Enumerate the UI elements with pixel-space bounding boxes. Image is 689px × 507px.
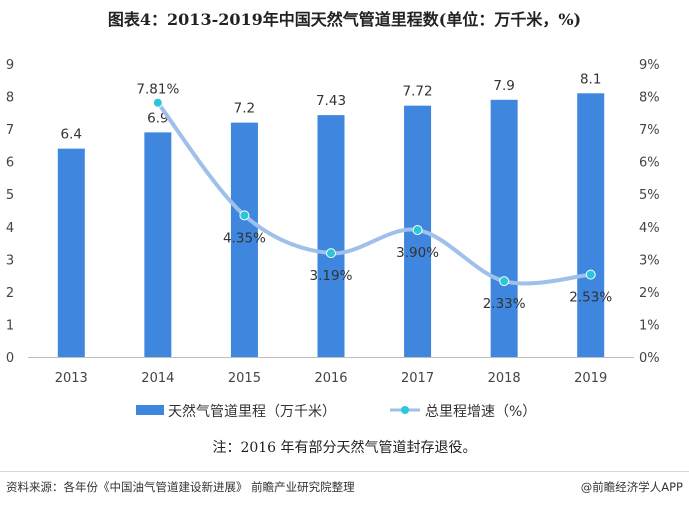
bar-data-label: 7.43 xyxy=(316,93,346,109)
bar-data-label: 7.2 xyxy=(234,101,255,117)
growth-line xyxy=(155,100,593,286)
bar xyxy=(317,115,345,358)
chart-note: 注：2016 年有部分天然气管道封存退役。 xyxy=(212,440,477,456)
y2-tick-label: 8% xyxy=(639,91,660,106)
legend-label-bar: 天然气管道里程（万千米） xyxy=(168,403,336,420)
growth-point xyxy=(326,248,336,259)
growth-data-label: 2.33% xyxy=(483,296,526,312)
bar-data-label: 6.9 xyxy=(147,110,168,126)
y-tick-label: 6 xyxy=(6,156,14,171)
footer: 资料来源：各年份《中国油气管道建设新进展》 前瞻产业研究院整理 @前瞻经济学人A… xyxy=(0,471,689,507)
y2-tick-label: 3% xyxy=(639,253,660,268)
brand-text: @前瞻经济学人APP xyxy=(580,480,683,494)
x-tick-label: 2019 xyxy=(574,371,607,386)
growth-point xyxy=(499,276,510,287)
growth-data-label: 7.81% xyxy=(136,82,179,98)
growth-data-label: 3.90% xyxy=(396,245,439,261)
growth-point xyxy=(585,269,596,280)
y2-tick-label: 2% xyxy=(639,286,660,301)
growth-point xyxy=(152,97,163,108)
y2-tick-label: 0% xyxy=(639,351,660,366)
chart-title: 图表4：2013-2019年中国天然气管道里程数(单位：万千米，%) xyxy=(107,10,582,29)
x-tick-label: 2014 xyxy=(141,371,174,386)
bar-data-label: 6.4 xyxy=(61,127,82,143)
bar xyxy=(144,132,172,357)
bar-data-label: 7.72 xyxy=(403,84,433,100)
chart-area: 0 1 2 3 4 5 6 7 8 9 0% 1% 2% 3% 4% 5% 6% 7% 8% 9% 2013 2014 20… xyxy=(6,58,660,420)
x-tick-label: 2015 xyxy=(228,371,261,386)
growth-data-label: 2.53% xyxy=(569,290,612,306)
bar xyxy=(490,99,518,358)
y2-tick-label: 9% xyxy=(639,58,660,73)
bar-data-label: 7.9 xyxy=(493,78,514,94)
source-text: 资料来源：各年份《中国油气管道建设新进展》 前瞻产业研究院整理 xyxy=(6,480,355,494)
y-tick-label: 7 xyxy=(6,123,14,138)
bar xyxy=(57,148,85,357)
y-tick-label: 9 xyxy=(6,58,14,73)
x-tick-label: 2018 xyxy=(488,371,521,386)
bar xyxy=(230,122,258,357)
x-tick-label: 2013 xyxy=(55,371,88,386)
y2-tick-label: 7% xyxy=(639,123,660,138)
y-tick-label: 0 xyxy=(6,351,14,366)
y2-tick-label: 5% xyxy=(639,188,660,203)
legend-marker xyxy=(401,406,409,414)
growth-data-label: 4.35% xyxy=(223,230,266,246)
y-tick-label: 1 xyxy=(6,318,14,333)
bar xyxy=(577,93,605,358)
bar-data-label: 8.1 xyxy=(580,71,601,87)
y-tick-label: 2 xyxy=(6,286,14,301)
y-tick-label: 3 xyxy=(6,253,14,268)
y-tick-label: 8 xyxy=(6,91,14,106)
growth-point xyxy=(412,225,423,236)
x-tick-label: 2017 xyxy=(401,371,434,386)
legend-swatch-bar xyxy=(136,405,164,415)
x-tick-label: 2016 xyxy=(314,371,347,386)
legend-label-line: 总里程增速（%） xyxy=(425,404,536,420)
y2-tick-label: 4% xyxy=(639,221,660,236)
y-tick-label: 4 xyxy=(6,221,14,236)
y-tick-label: 5 xyxy=(6,188,14,203)
growth-data-label: 3.19% xyxy=(310,268,353,284)
y2-tick-label: 1% xyxy=(639,318,660,333)
y2-tick-label: 6% xyxy=(639,156,660,171)
growth-point xyxy=(239,210,250,221)
